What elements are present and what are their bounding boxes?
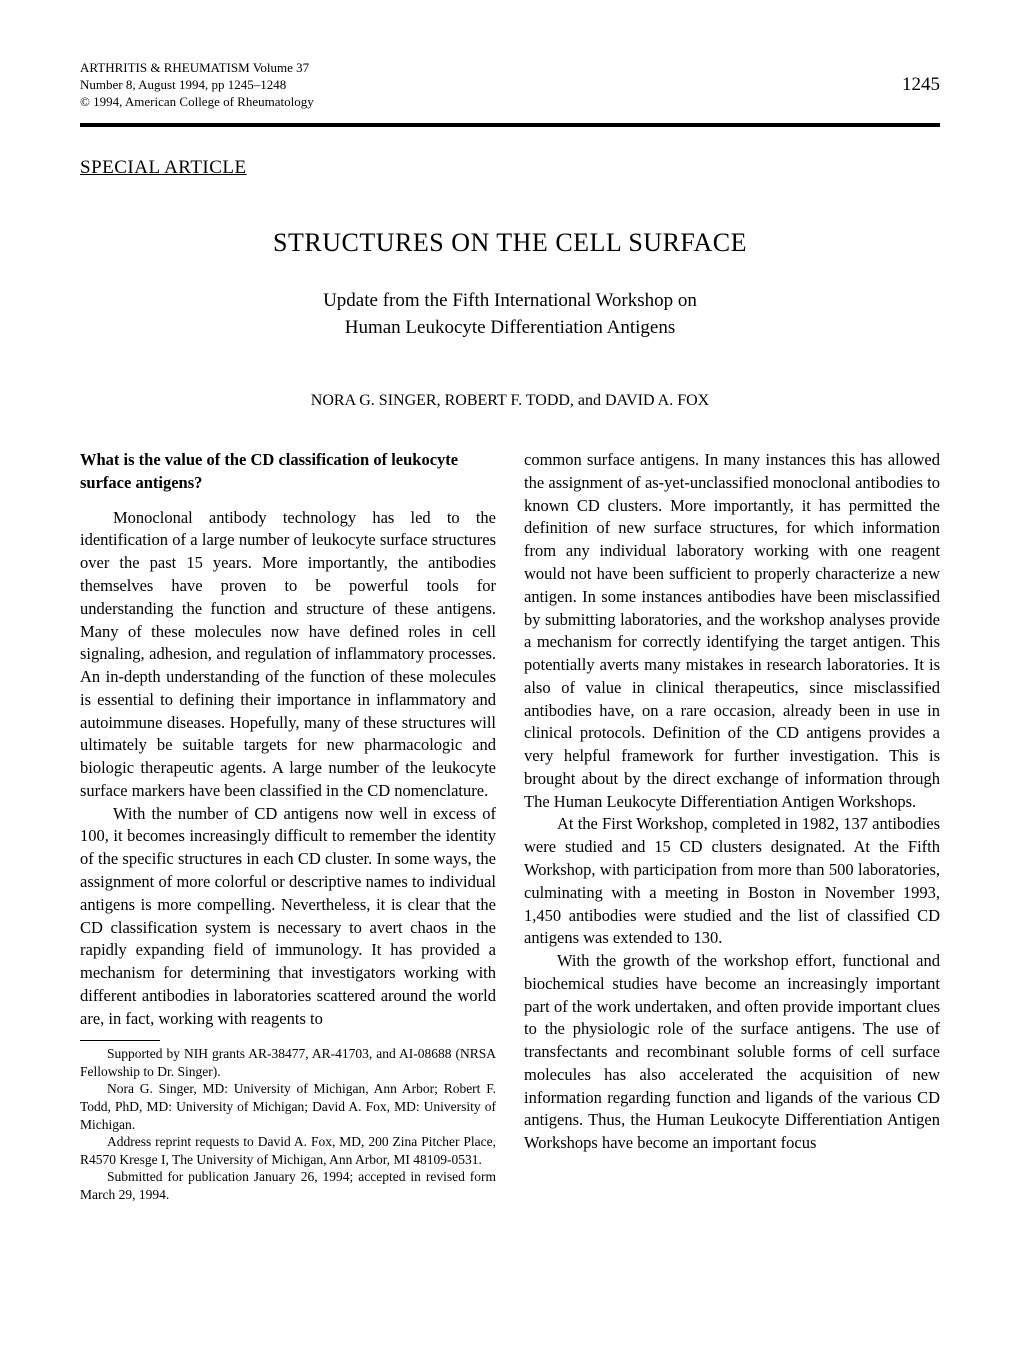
- journal-info: ARTHRITIS & RHEUMATISM Volume 37 Number …: [80, 60, 314, 111]
- footnote: Address reprint requests to David A. Fox…: [80, 1133, 496, 1168]
- subtitle-line-2: Human Leukocyte Differentiation Antigens: [345, 317, 675, 338]
- authors: NORA G. SINGER, ROBERT F. TODD, and DAVI…: [80, 390, 940, 412]
- footnote: Nora G. Singer, MD: University of Michig…: [80, 1080, 496, 1133]
- journal-line-3: © 1994, American College of Rheumatology: [80, 94, 314, 111]
- footnote-rule: [80, 1040, 160, 1041]
- body-paragraph: With the number of CD antigens now well …: [80, 803, 496, 1031]
- body-paragraph: Monoclonal antibody technology has led t…: [80, 507, 496, 803]
- footnote: Supported by NIH grants AR-38477, AR-417…: [80, 1045, 496, 1080]
- article-subtitle: Update from the Fifth International Work…: [80, 288, 940, 341]
- right-column: common surface antigens. In many instanc…: [524, 449, 940, 1155]
- body-columns: What is the value of the CD classificati…: [80, 449, 940, 1203]
- section-label: SPECIAL ARTICLE: [80, 155, 940, 181]
- header-rule: [80, 123, 940, 127]
- body-paragraph: common surface antigens. In many instanc…: [524, 449, 940, 813]
- article-title: STRUCTURES ON THE CELL SURFACE: [80, 225, 940, 260]
- left-column: What is the value of the CD classificati…: [80, 449, 496, 1203]
- body-paragraph: With the growth of the workshop effort, …: [524, 950, 940, 1155]
- journal-line-1: ARTHRITIS & RHEUMATISM Volume 37: [80, 60, 314, 77]
- footnote: Submitted for publication January 26, 19…: [80, 1168, 496, 1203]
- page-number: 1245: [902, 60, 940, 98]
- page-header: ARTHRITIS & RHEUMATISM Volume 37 Number …: [80, 60, 940, 111]
- body-paragraph: At the First Workshop, completed in 1982…: [524, 813, 940, 950]
- section-heading: What is the value of the CD classificati…: [80, 449, 496, 495]
- journal-line-2: Number 8, August 1994, pp 1245–1248: [80, 77, 314, 94]
- subtitle-line-1: Update from the Fifth International Work…: [323, 290, 697, 311]
